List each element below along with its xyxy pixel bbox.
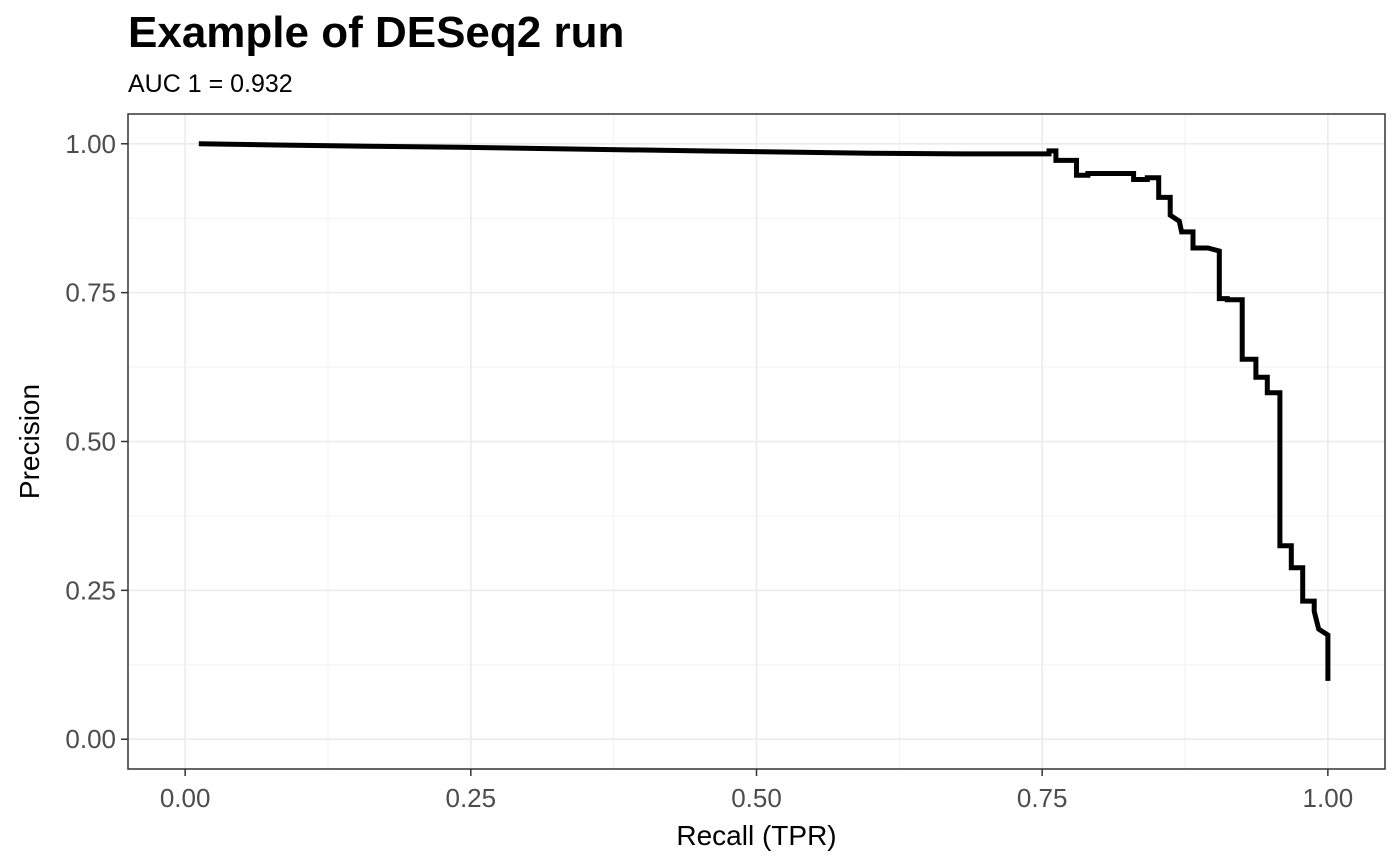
y-tick-label: 0.75 <box>65 278 116 308</box>
x-axis-title: Recall (TPR) <box>676 820 836 851</box>
x-tick-label: 0.75 <box>1017 783 1068 813</box>
x-tick-label: 0.25 <box>446 783 497 813</box>
y-tick-label: 0.25 <box>65 575 116 605</box>
y-tick-label: 0.00 <box>65 724 116 754</box>
y-tick-label: 1.00 <box>65 129 116 159</box>
x-axis-ticks: 0.00 0.25 0.50 0.75 1.00 <box>160 769 1353 813</box>
y-axis-title: Precision <box>14 384 45 499</box>
x-tick-label: 0.00 <box>160 783 211 813</box>
precision-recall-line <box>198 141 1331 681</box>
y-axis-ticks: 0.00 0.25 0.50 0.75 1.00 <box>65 129 128 754</box>
x-tick-label: 0.50 <box>731 783 782 813</box>
y-tick-label: 0.50 <box>65 427 116 457</box>
chart-title: Example of DESeq2 run <box>128 8 625 57</box>
x-tick-label: 1.00 <box>1303 783 1354 813</box>
chart-subtitle: AUC 1 = 0.932 <box>128 70 293 98</box>
